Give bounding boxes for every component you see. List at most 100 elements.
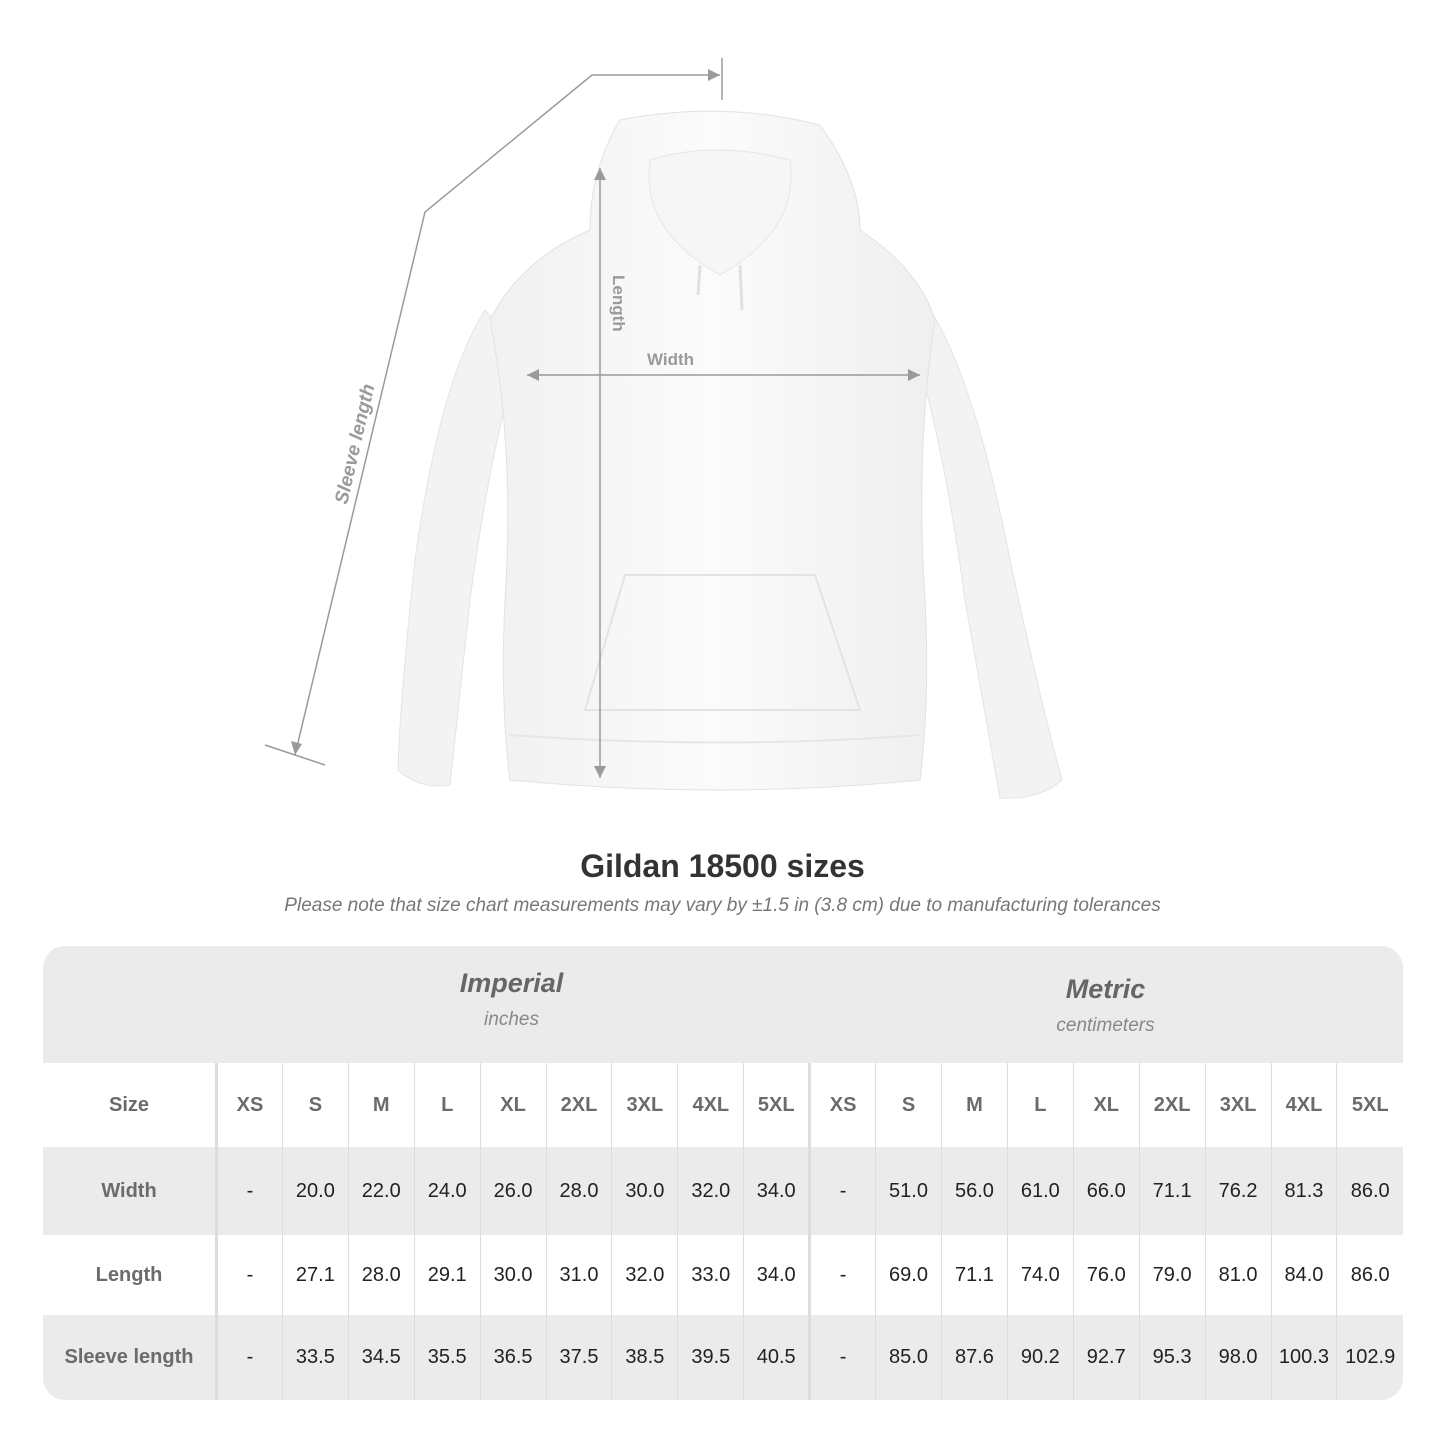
tolerance-note: Please note that size chart measurements… [284,895,1161,916]
metric-value-cell: 71.1 [940,1235,1008,1315]
size-label: Size [43,1063,218,1147]
imperial-value-cell: 38.5 [611,1315,678,1400]
metric-value-cell: 81.3 [1270,1147,1337,1235]
metric-size-header: 3XL [1204,1063,1271,1147]
arrow-head-icon [594,168,606,180]
sleeve-length-line [294,74,720,756]
imperial-size-header: M [347,1063,415,1147]
imperial-value-cell: 34.0 [743,1147,810,1235]
imperial-value-cell: 34.0 [743,1235,810,1315]
metric-value-cell: 76.0 [1072,1235,1140,1315]
arrow-head-icon [708,69,720,81]
imperial-size-header: 4XL [677,1063,744,1147]
imperial-size-header: XS [216,1063,283,1147]
arrow-head-icon [291,741,302,755]
imperial-title: Imperial [459,968,564,998]
hoodie-illustration: Sleeve length Length Width [264,58,1063,799]
metric-value-cell: 51.0 [875,1147,942,1235]
metric-value-cell: 86.0 [1336,1147,1403,1235]
imperial-size-header: 2XL [545,1063,612,1147]
metric-value-cell: 90.2 [1006,1315,1074,1400]
table-row: Width -20.0 22.0 24.0 26.0 28.0 30.0 32.0 34.0-5… [43,1147,1403,1235]
imperial-value-cell: 32.0 [677,1147,744,1235]
imperial-value-cell: 34.5 [347,1315,415,1400]
metric-value-cell: 95.3 [1138,1315,1206,1400]
imperial-unit: inches [484,1009,539,1030]
metric-value-cell: 69.0 [875,1235,942,1315]
metric-value-cell: 76.2 [1204,1147,1271,1235]
table-row: Sleeve length -33.5 34.5 35.5 36.5 37.5 38.5 39… [43,1315,1403,1400]
metric-value-cell: 56.0 [940,1147,1008,1235]
row-label: Length [43,1235,218,1315]
metric-size-header: 4XL [1270,1063,1337,1147]
size-table: Imperial inches Metric centimeters Size X… [43,946,1403,1400]
metric-value-cell: 98.0 [1204,1315,1271,1400]
arrow-head-icon [908,369,920,381]
imperial-size-header: S [281,1063,349,1147]
size-grid: Size XS S M L XL 2XL 3XL 4XL 5XL XS S M L XL 2XL 3XL 4XL 5… [43,1063,1403,1400]
metric-value-cell: 92.7 [1072,1315,1140,1400]
metric-value-cell: 71.1 [1138,1147,1206,1235]
metric-value-cell: 79.0 [1138,1235,1206,1315]
metric-value-cell: 86.0 [1336,1235,1403,1315]
imperial-value-cell: 32.0 [611,1235,678,1315]
imperial-value-cell: 31.0 [545,1235,612,1315]
imperial-value-cell: 40.5 [743,1315,810,1400]
imperial-value-cell: 22.0 [347,1147,415,1235]
imperial-value-cell: - [216,1147,283,1235]
imperial-value-cell: 35.5 [413,1315,481,1400]
metric-value-cell: 74.0 [1006,1235,1074,1315]
metric-value-cell: 85.0 [875,1315,942,1400]
metric-value-cell: 81.0 [1204,1235,1271,1315]
metric-size-header: S [875,1063,942,1147]
imperial-size-header: 5XL [743,1063,810,1147]
metric-size-header: M [940,1063,1008,1147]
metric-size-header: L [1006,1063,1074,1147]
imperial-value-cell: 27.1 [281,1235,349,1315]
metric-header: Metric centimeters [808,974,1403,1037]
arrow-head-icon [527,369,539,381]
size-header-row: Size XS S M L XL 2XL 3XL 4XL 5XL XS S M L XL 2XL 3XL 4XL 5… [43,1063,1403,1147]
imperial-value-cell: - [216,1235,283,1315]
imperial-size-header: L [413,1063,481,1147]
imperial-size-header: 3XL [611,1063,678,1147]
arrow-head-icon [594,766,606,778]
imperial-value-cell: 30.0 [479,1235,547,1315]
imperial-value-cell: 30.0 [611,1147,678,1235]
imperial-value-cell: 36.5 [479,1315,547,1400]
metric-value-cell: 87.6 [940,1315,1008,1400]
width-label: Width [647,350,694,369]
metric-value-cell: - [808,1315,876,1400]
imperial-header: Imperial inches [215,968,808,1031]
imperial-value-cell: 37.5 [545,1315,612,1400]
metric-size-header: XS [808,1063,876,1147]
table-header-band: Imperial inches Metric centimeters [43,946,1403,1063]
row-label: Sleeve length [43,1315,218,1400]
metric-value-cell: 61.0 [1006,1147,1074,1235]
metric-value-cell: 84.0 [1270,1235,1337,1315]
imperial-value-cell: 28.0 [347,1235,415,1315]
metric-unit: centimeters [1056,1015,1155,1036]
metric-size-header: 5XL [1336,1063,1403,1147]
page-title: Gildan 18500 sizes [580,848,865,884]
length-label: Length [609,275,628,332]
imperial-value-cell: - [216,1315,283,1400]
sleeve-length-label: Sleeve length [331,382,379,506]
imperial-value-cell: 33.5 [281,1315,349,1400]
metric-size-header: XL [1072,1063,1140,1147]
metric-value-cell: 102.9 [1336,1315,1403,1400]
metric-value-cell: 100.3 [1270,1315,1337,1400]
metric-value-cell: - [808,1235,876,1315]
metric-size-header: 2XL [1138,1063,1206,1147]
imperial-value-cell: 20.0 [281,1147,349,1235]
imperial-value-cell: 29.1 [413,1235,481,1315]
row-label: Width [43,1147,218,1235]
imperial-value-cell: 24.0 [413,1147,481,1235]
imperial-value-cell: 28.0 [545,1147,612,1235]
imperial-value-cell: 26.0 [479,1147,547,1235]
imperial-value-cell: 33.0 [677,1235,744,1315]
imperial-value-cell: 39.5 [677,1315,744,1400]
metric-value-cell: - [808,1147,876,1235]
table-row: Length -27.1 28.0 29.1 30.0 31.0 32.0 33.0 34.0-… [43,1235,1403,1315]
metric-value-cell: 66.0 [1072,1147,1140,1235]
